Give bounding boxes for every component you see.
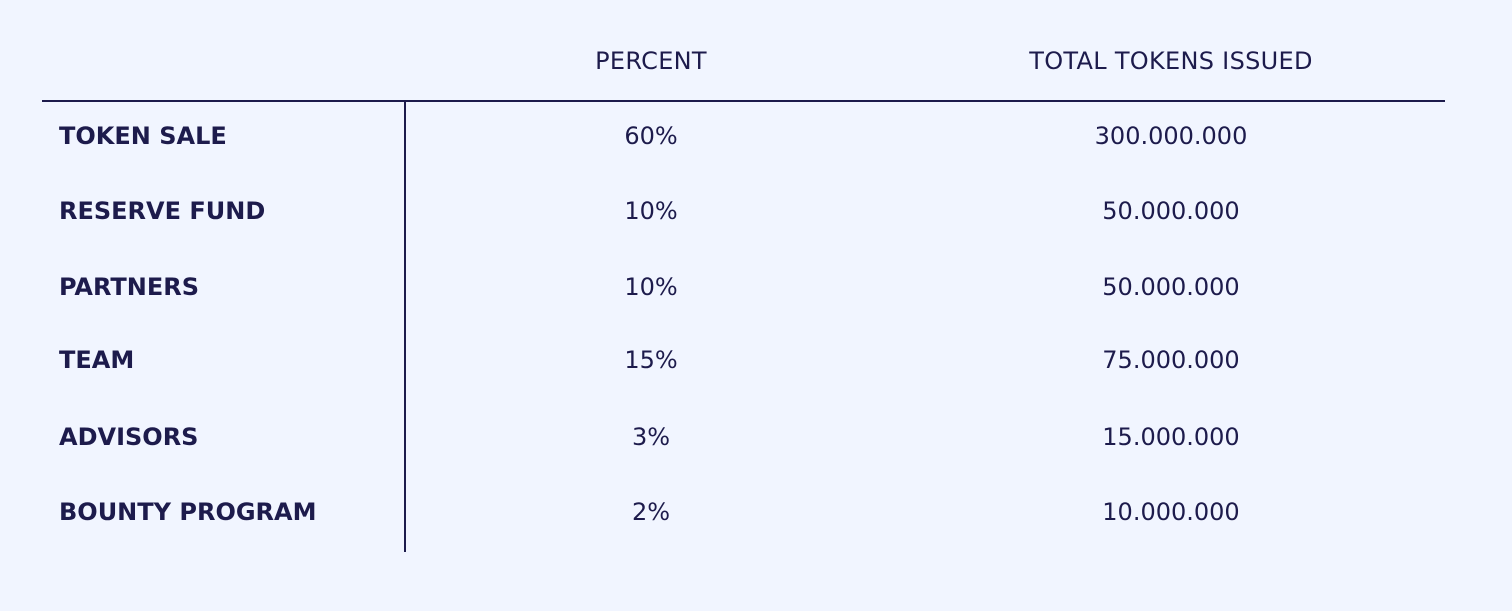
row-label: BOUNTY PROGRAM [59, 498, 317, 526]
cell-value: 2% [631, 498, 671, 526]
cell-value: 300.000.000 [1094, 122, 1248, 150]
cell-value: 75.000.000 [1102, 346, 1240, 374]
row-label: TOKEN SALE [59, 122, 227, 150]
cell-value: 3% [631, 423, 671, 451]
cell-value: 10% [624, 273, 678, 301]
cell-value: 15.000.000 [1102, 423, 1240, 451]
cell-value: 15% [624, 346, 678, 374]
row-label: ADVISORS [59, 423, 199, 451]
cell-value: 50.000.000 [1102, 197, 1240, 225]
row-label: TEAM [59, 346, 135, 374]
row-label: RESERVE FUND [59, 197, 266, 225]
label-divider [404, 100, 406, 552]
cell-value: 10.000.000 [1102, 498, 1240, 526]
header-divider [42, 100, 1445, 102]
column-header: TOTAL TOKENS ISSUED [1029, 47, 1313, 75]
column-header: PERCENT [595, 47, 707, 75]
cell-value: 60% [624, 122, 678, 150]
cell-value: 10% [624, 197, 678, 225]
cell-value: 50.000.000 [1102, 273, 1240, 301]
row-label: PARTNERS [59, 273, 199, 301]
